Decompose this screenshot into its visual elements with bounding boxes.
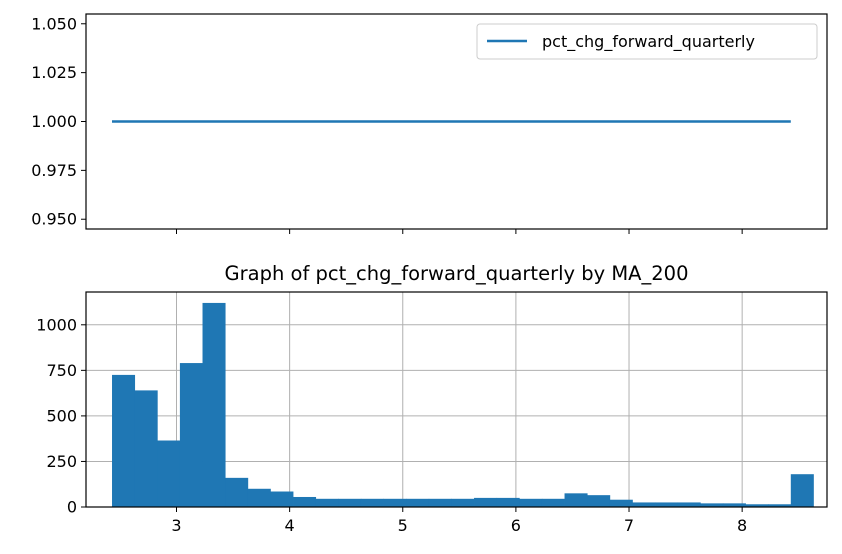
bottom-y-tick-label: 500 [46,406,77,425]
legend-label: pct_chg_forward_quarterly [542,32,755,52]
histogram-bar [360,498,384,507]
bottom-x-tick-label: 3 [171,516,181,535]
histogram-bar [609,499,633,507]
histogram-bar [179,363,203,507]
histogram-bar [134,390,158,507]
histogram-bar [225,477,249,507]
bottom-axis-ticks [81,324,743,512]
bottom-y-tick-label: 0 [67,498,77,517]
histogram-bar [338,498,362,507]
histogram-bar [745,504,769,507]
bottom-y-tick-labels: 0 250 500 750 1000 [36,315,77,516]
bottom-y-tick-label: 1000 [36,315,77,334]
histogram-bar [655,502,679,507]
histogram-bar [112,374,136,507]
top-axes-frame [85,13,828,230]
histogram-bar [587,495,611,507]
top-y-tick-label: 0.950 [31,210,77,229]
bottom-x-tick-label: 5 [398,516,408,535]
legend-box [476,23,818,60]
histogram-bar [496,497,520,507]
bottom-x-tick-labels: 3 4 5 6 7 8 [171,516,747,535]
histogram-bar [474,497,498,507]
chart-title: Graph of pct_chg_forward_quarterly by MA… [225,262,689,285]
histogram-bar [632,502,656,507]
bottom-y-tick-label: 250 [46,452,77,471]
bottom-x-tick-label: 8 [737,516,747,535]
legend: pct_chg_forward_quarterly [476,23,818,60]
top-y-tick-label: 1.050 [31,14,77,33]
histogram-bar [293,496,317,507]
histogram-bar [451,498,475,507]
top-line-panel: 0.950 0.975 1.000 1.025 1.050 pct_chg_fo… [31,13,828,234]
top-y-tick-label: 0.975 [31,161,77,180]
histogram-bar [406,498,430,507]
histogram-bar [247,488,271,507]
bottom-x-tick-label: 6 [511,516,521,535]
histogram-bar [202,302,226,507]
top-y-tick-label: 1.025 [31,63,77,82]
histogram-bar [315,498,339,507]
histogram-bar [383,498,407,507]
bottom-histogram-panel: Graph of pct_chg_forward_quarterly by MA… [36,262,828,535]
histogram-bar [677,502,701,507]
histogram-bar [768,504,792,507]
bottom-y-tick-label: 750 [46,361,77,380]
histogram-bar [722,503,746,507]
bottom-axes-frame [85,291,828,508]
bottom-x-tick-label: 7 [624,516,634,535]
top-y-tick-label: 1.000 [31,112,77,131]
histogram-bar [519,498,543,507]
histogram-bar [790,474,814,507]
histogram-bars [112,302,814,507]
histogram-bar [564,493,588,507]
top-axis-ticks [81,23,743,234]
histogram-bar [541,498,565,507]
bottom-x-tick-label: 4 [285,516,295,535]
histogram-bar [428,498,452,507]
histogram-bar [270,491,294,507]
histogram-bar [157,440,181,507]
top-y-tick-labels: 0.950 0.975 1.000 1.025 1.050 [31,14,77,228]
histogram-bar [700,503,724,507]
